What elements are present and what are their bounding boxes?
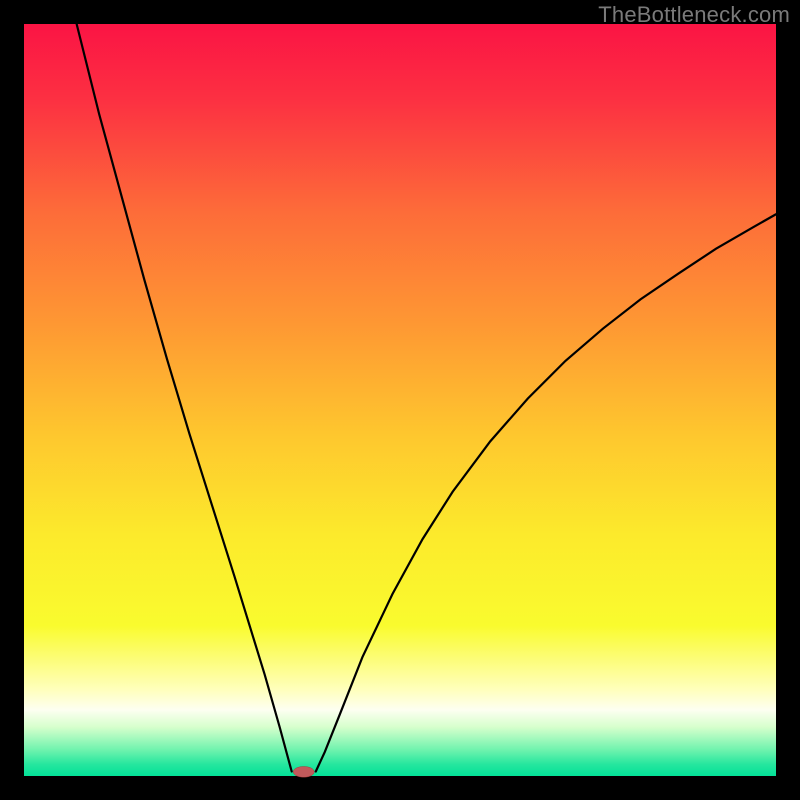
plot-background <box>24 24 776 776</box>
chart-container <box>0 0 800 800</box>
vertex-marker <box>293 766 314 777</box>
bottleneck-curve-chart <box>0 0 800 800</box>
